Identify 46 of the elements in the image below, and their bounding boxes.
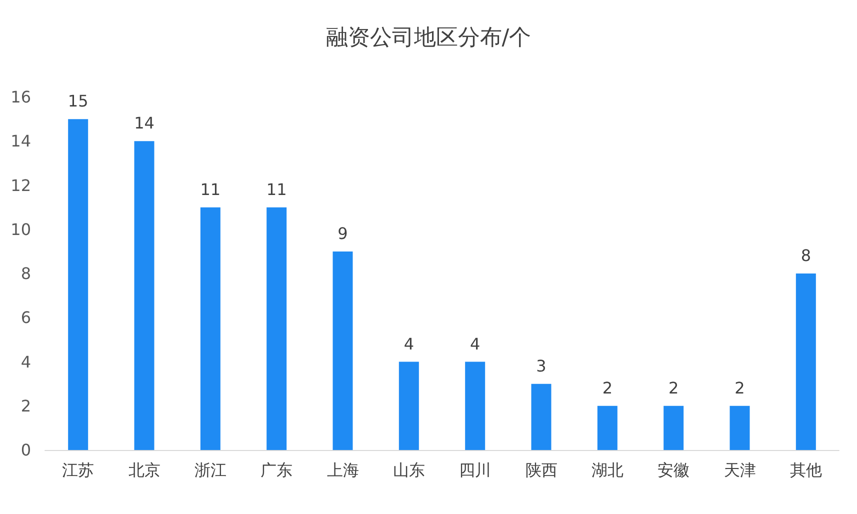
x-tick-label: 北京	[128, 460, 160, 480]
x-tick-label: 山东	[392, 460, 425, 480]
data-label: 14	[134, 114, 154, 133]
bar	[266, 207, 287, 450]
y-tick-label: 10	[10, 220, 31, 239]
x-tick-label: 陕西	[525, 460, 558, 480]
bar	[398, 362, 419, 450]
data-label: 15	[68, 92, 88, 111]
y-tick-label: 6	[20, 308, 31, 328]
y-tick-label: 0	[20, 440, 31, 460]
y-tick-label: 12	[10, 176, 31, 195]
x-tick-label: 安徽	[658, 460, 690, 480]
data-label: 4	[470, 334, 480, 354]
data-label: 2	[668, 378, 679, 398]
y-tick-label: 16	[10, 88, 31, 106]
bar	[465, 362, 486, 450]
y-tick-label: 8	[20, 264, 31, 283]
data-label: 9	[338, 224, 348, 243]
data-label: 8	[800, 246, 812, 265]
bar	[332, 251, 353, 450]
data-label: 4	[404, 334, 414, 354]
bar	[730, 406, 750, 450]
y-tick-label: 4	[20, 352, 31, 372]
x-tick-label: 湖北	[591, 460, 624, 480]
bar	[68, 119, 88, 450]
x-tick-label: 浙江	[194, 460, 226, 480]
data-label: 11	[200, 180, 221, 199]
data-label: 3	[536, 356, 546, 376]
data-label: 11	[266, 180, 287, 199]
bar	[200, 207, 220, 450]
x-tick-label: 四川	[459, 460, 492, 480]
chart-title: 融资公司地区分布/个	[326, 26, 532, 50]
x-tick-label: 广东	[260, 460, 293, 480]
data-label: 2	[602, 378, 613, 398]
bar	[664, 406, 684, 450]
data-label: 2	[734, 378, 745, 398]
x-tick-label: 其他	[790, 460, 822, 480]
y-tick-label: 2	[20, 396, 31, 416]
x-tick-label: 天津	[724, 460, 756, 480]
bar	[531, 384, 552, 450]
x-tick-label: 上海	[326, 460, 359, 480]
bar	[134, 141, 154, 450]
bar	[796, 274, 816, 450]
y-tick-label: 14	[10, 132, 31, 151]
bar	[597, 406, 618, 450]
x-tick-label: 江苏	[62, 460, 94, 480]
